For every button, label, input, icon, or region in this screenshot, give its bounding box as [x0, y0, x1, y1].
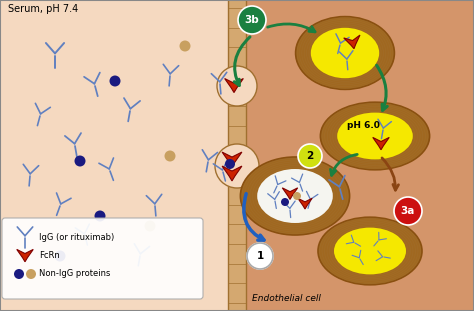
- Text: IgG (or rituximab): IgG (or rituximab): [39, 234, 114, 243]
- Circle shape: [215, 144, 259, 188]
- Polygon shape: [222, 152, 242, 167]
- Circle shape: [247, 243, 273, 269]
- Ellipse shape: [240, 157, 350, 235]
- Circle shape: [164, 151, 175, 161]
- Bar: [0, 0, 237, 311]
- Circle shape: [109, 76, 120, 86]
- Text: 1: 1: [256, 251, 264, 261]
- Polygon shape: [225, 78, 243, 93]
- Text: Serum, pH 7.4: Serum, pH 7.4: [8, 4, 78, 14]
- Text: Non-IgG proteins: Non-IgG proteins: [39, 270, 110, 278]
- Ellipse shape: [320, 102, 429, 170]
- Circle shape: [74, 156, 85, 166]
- Polygon shape: [222, 166, 242, 181]
- Circle shape: [145, 220, 155, 231]
- Polygon shape: [298, 198, 312, 209]
- Circle shape: [225, 159, 235, 169]
- Ellipse shape: [318, 217, 422, 285]
- Ellipse shape: [257, 169, 333, 223]
- Ellipse shape: [311, 28, 379, 78]
- Bar: [228, 0, 246, 311]
- Circle shape: [217, 66, 257, 106]
- Circle shape: [55, 250, 65, 262]
- Text: 3a: 3a: [401, 206, 415, 216]
- Text: FcRn: FcRn: [39, 252, 60, 261]
- Circle shape: [281, 198, 289, 206]
- Text: 3b: 3b: [245, 15, 259, 25]
- Polygon shape: [344, 35, 360, 49]
- Circle shape: [14, 269, 24, 279]
- Text: 2: 2: [306, 151, 314, 161]
- Ellipse shape: [337, 113, 413, 160]
- Bar: [237, 0, 474, 311]
- Circle shape: [293, 192, 301, 200]
- Ellipse shape: [296, 16, 394, 89]
- FancyBboxPatch shape: [2, 218, 203, 299]
- Polygon shape: [17, 249, 33, 262]
- Text: Endothelial cell: Endothelial cell: [252, 294, 321, 303]
- Text: pH 6.0: pH 6.0: [347, 121, 380, 130]
- Polygon shape: [373, 137, 389, 150]
- Circle shape: [238, 6, 266, 34]
- Ellipse shape: [334, 228, 406, 274]
- Circle shape: [26, 269, 36, 279]
- Circle shape: [94, 211, 106, 221]
- Circle shape: [180, 40, 191, 52]
- Circle shape: [394, 197, 422, 225]
- Circle shape: [298, 144, 322, 168]
- Polygon shape: [283, 188, 298, 199]
